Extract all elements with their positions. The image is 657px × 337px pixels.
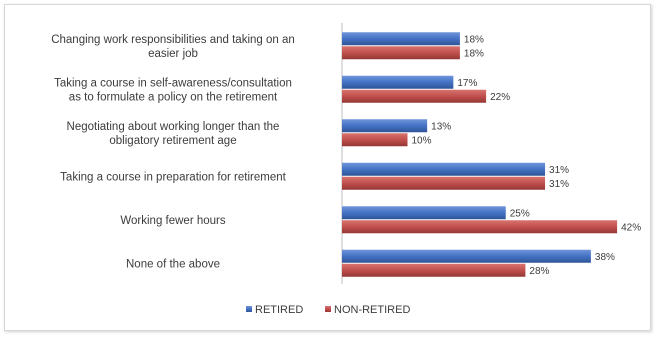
- value-label: 31%: [549, 165, 569, 176]
- value-label: 22%: [490, 92, 510, 103]
- value-label: 18%: [464, 34, 484, 45]
- value-label: 17%: [457, 78, 477, 89]
- value-label: 38%: [595, 252, 615, 263]
- legend-swatch-retired: [246, 306, 252, 312]
- bars-layer: [342, 32, 618, 277]
- value-label: 25%: [510, 208, 530, 219]
- value-label: 28%: [529, 266, 549, 277]
- value-label: 13%: [431, 121, 451, 132]
- category-label: None of the above: [126, 258, 220, 270]
- category-label: Working fewer hours: [120, 215, 225, 227]
- legend-swatch-non-retired: [325, 306, 331, 312]
- bar-non-retired: [342, 133, 408, 147]
- bar-retired: [342, 249, 591, 263]
- bar-retired: [342, 206, 506, 220]
- bar-retired: [342, 75, 454, 89]
- bar-non-retired: [342, 46, 460, 60]
- category-label: Changing work responsibilities and takin…: [51, 34, 295, 60]
- bar-non-retired: [342, 176, 546, 190]
- category-label: Taking a course in preparation for retir…: [60, 171, 286, 183]
- bar-retired: [342, 32, 460, 46]
- value-label: 42%: [621, 222, 641, 233]
- legend: RETIRED NON-RETIRED: [246, 304, 410, 316]
- bar-non-retired: [342, 89, 487, 103]
- legend-label-non-retired: NON-RETIRED: [334, 304, 410, 316]
- category-label: Negotiating about working longer than th…: [67, 121, 280, 147]
- legend-label-retired: RETIRED: [255, 304, 303, 316]
- category-label: Taking a course in self-awareness/consul…: [54, 77, 292, 103]
- bar-non-retired: [342, 263, 526, 277]
- category-labels: Changing work responsibilities and takin…: [51, 34, 295, 271]
- value-label: 31%: [549, 179, 569, 190]
- value-label: 18%: [464, 48, 484, 59]
- bar-retired: [342, 162, 546, 176]
- value-labels: 18% 18% 17% 22% 13% 10% 31% 31% 25% 42% 38% 28%: [412, 34, 642, 277]
- bar-retired: [342, 119, 428, 133]
- bar-non-retired: [342, 220, 618, 234]
- value-label: 10%: [412, 135, 432, 146]
